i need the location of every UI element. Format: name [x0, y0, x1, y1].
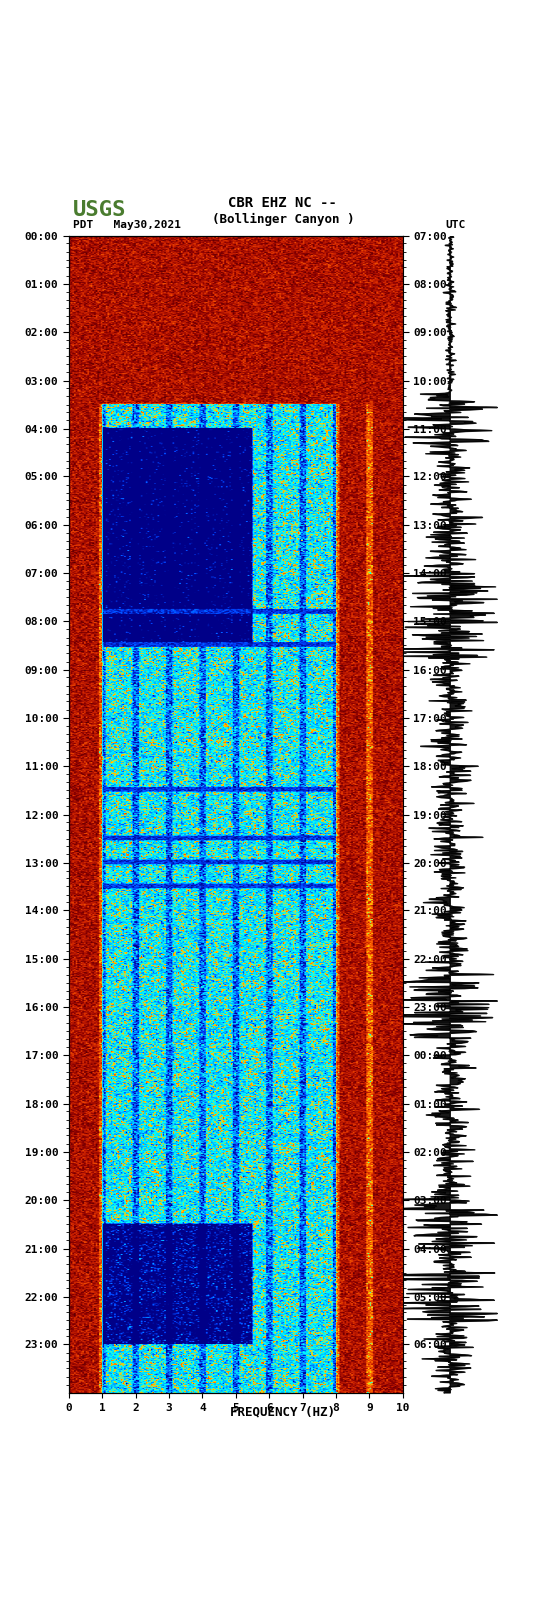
Text: (Bollinger Canyon ): (Bollinger Canyon ): [211, 213, 354, 226]
Text: FREQUENCY (HZ): FREQUENCY (HZ): [230, 1407, 336, 1419]
Text: USGS: USGS: [73, 200, 127, 219]
Text: UTC: UTC: [445, 219, 466, 229]
Text: CBR EHZ NC --: CBR EHZ NC --: [229, 195, 337, 210]
Text: PDT   May30,2021: PDT May30,2021: [73, 219, 181, 229]
